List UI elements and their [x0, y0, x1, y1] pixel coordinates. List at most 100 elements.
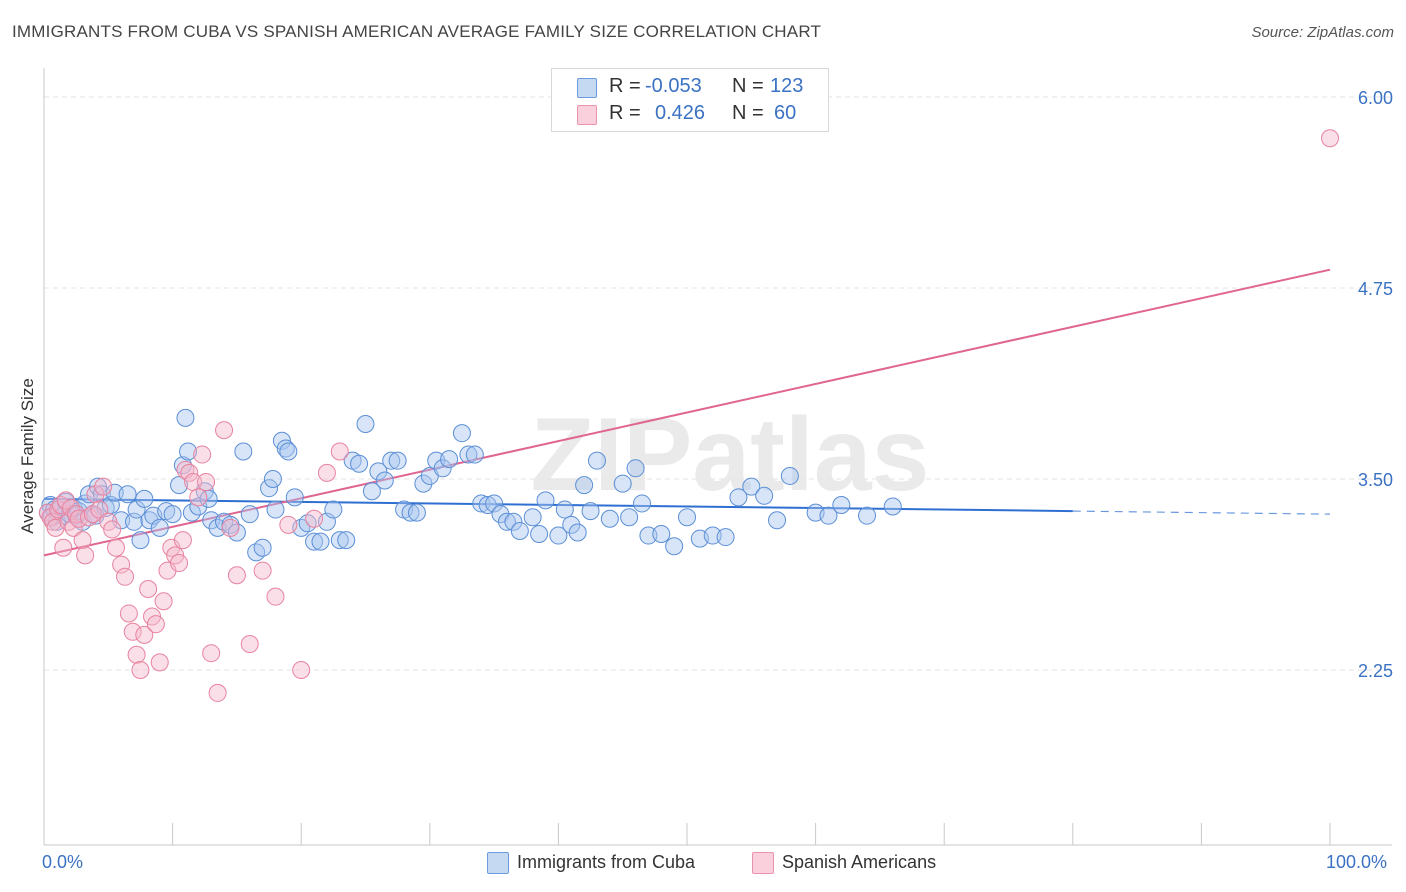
y-tick-label: 6.00: [1358, 88, 1393, 108]
point-cuba: [832, 495, 851, 514]
point-spanish: [170, 554, 189, 573]
point-cuba: [135, 489, 154, 508]
point-spanish: [253, 561, 272, 580]
legend-r-value: -0.053: [645, 75, 702, 97]
point-spanish: [292, 661, 311, 679]
point-cuba: [768, 511, 787, 530]
point-spanish: [73, 531, 92, 550]
point-cuba: [356, 414, 375, 433]
point-spanish: [227, 566, 246, 585]
point-spanish: [107, 538, 126, 557]
point-spanish: [59, 512, 78, 531]
bottom-legend-swatch-pink: [752, 852, 774, 874]
point-cuba: [240, 505, 259, 524]
point-cuba: [118, 485, 137, 504]
y-tick-label: 2.25: [1358, 661, 1393, 681]
x-tick-label-min: 0.0%: [42, 852, 84, 872]
point-cuba: [388, 451, 407, 470]
point-cuba: [780, 466, 799, 485]
point-cuba: [401, 503, 420, 522]
point-cuba: [600, 509, 619, 528]
point-cuba: [298, 514, 317, 533]
point-spanish: [202, 644, 221, 663]
point-cuba: [382, 451, 401, 470]
point-cuba: [112, 511, 131, 530]
point-spanish: [112, 555, 131, 574]
point-cuba: [478, 495, 497, 514]
point-cuba: [311, 532, 330, 551]
point-cuba: [266, 500, 285, 519]
point-spanish: [197, 473, 216, 492]
point-cuba: [150, 518, 169, 537]
point-spanish: [150, 653, 169, 672]
legend-swatch-blue: [577, 78, 597, 98]
legend-swatch-pink: [577, 105, 597, 125]
point-cuba: [510, 521, 529, 540]
point-spanish: [76, 546, 95, 565]
y-axis-title: Average Family Size: [18, 378, 37, 534]
point-cuba: [613, 474, 632, 493]
point-spanish: [1321, 129, 1339, 148]
point-cuba: [179, 442, 198, 461]
point-spanish: [135, 625, 154, 644]
point-cuba: [80, 485, 99, 504]
point-spanish: [103, 520, 122, 539]
point-cuba: [703, 526, 722, 545]
point-cuba: [459, 445, 478, 464]
point-cuba: [305, 532, 324, 551]
point-spanish: [189, 488, 208, 507]
trend-line-spanish: [43, 268, 1331, 557]
y-tick-label: 4.75: [1358, 279, 1393, 299]
point-spanish: [154, 592, 173, 611]
point-spanish: [119, 604, 138, 623]
point-cuba: [504, 512, 523, 531]
legend-r-label: R =: [609, 102, 641, 124]
point-spanish: [94, 477, 113, 496]
stats-legend: R = -0.053 N = 123 R = 0.426 N = 60: [551, 68, 829, 132]
point-spanish: [123, 622, 142, 641]
point-cuba: [202, 511, 221, 530]
point-spanish: [240, 635, 259, 654]
point-cuba: [568, 523, 587, 542]
trend-line-cuba-extension: [1072, 510, 1331, 515]
point-cuba: [234, 442, 253, 461]
point-cuba: [260, 479, 279, 498]
point-cuba: [639, 526, 658, 545]
point-spanish: [317, 463, 336, 482]
point-cuba: [452, 424, 471, 443]
point-cuba: [678, 508, 696, 527]
point-cuba: [883, 497, 902, 516]
point-cuba: [485, 494, 504, 513]
bottom-legend-swatch-blue: [487, 852, 509, 874]
point-cuba: [369, 462, 388, 481]
point-spanish: [193, 445, 212, 464]
point-spanish: [54, 538, 73, 557]
legend-n-value: 60: [774, 102, 797, 124]
y-tick-label: 3.50: [1358, 470, 1393, 490]
point-spanish: [139, 580, 158, 599]
point-spanish: [266, 587, 285, 606]
legend-r-label: R =: [609, 75, 641, 97]
point-cuba: [632, 494, 651, 513]
point-spanish: [116, 567, 135, 586]
legend-n-value: 123: [770, 75, 804, 97]
point-cuba: [279, 442, 298, 461]
bottom-legend-label-spanish: Spanish Americans: [782, 852, 937, 872]
point-cuba: [819, 506, 838, 525]
point-cuba: [170, 476, 189, 495]
point-spanish: [64, 518, 83, 537]
watermark: ZIPatlas: [531, 397, 930, 513]
point-cuba: [620, 508, 639, 527]
chart-title: IMMIGRANTS FROM CUBA VS SPANISH AMERICAN…: [12, 22, 822, 41]
point-cuba: [337, 531, 356, 550]
point-cuba: [562, 515, 581, 534]
point-cuba: [755, 486, 774, 505]
point-cuba: [324, 500, 343, 519]
point-cuba: [440, 450, 459, 469]
point-cuba: [247, 543, 266, 562]
point-spanish: [221, 518, 240, 537]
x-tick-label-max: 100.0%: [1326, 852, 1388, 872]
point-spanish: [279, 515, 298, 534]
point-cuba: [652, 525, 671, 544]
